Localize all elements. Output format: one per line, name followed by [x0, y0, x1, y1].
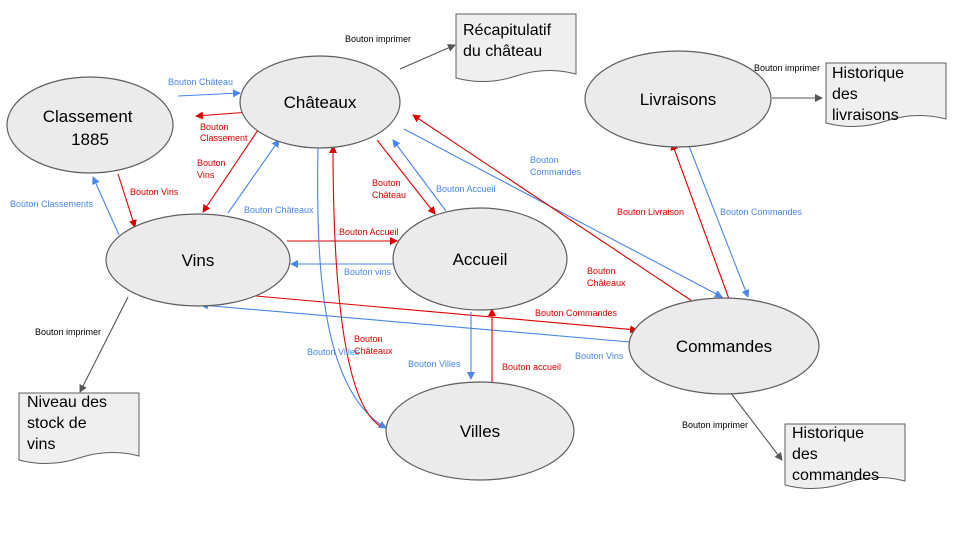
edge-vins-to-commandes: [255, 295, 638, 334]
node-vins-label: Vins: [182, 251, 215, 270]
label-vins-stock: Bouton imprimer: [35, 327, 101, 337]
edge-accueil-to-chateaux: [392, 139, 447, 212]
node-chateaux-label: Châteaux: [284, 93, 357, 112]
node-livraisons: Livraisons: [584, 50, 772, 148]
label-chateaux-to-accueil: Bouton Château: [372, 178, 406, 200]
label-commandes-to-chateaux: Bouton Châteaux: [587, 266, 626, 288]
label-chateaux-to-villes: Bouton Villes: [307, 347, 360, 357]
label-chateaux-to-vins: Bouton Vins: [197, 158, 228, 180]
node-accueil: Accueil: [392, 207, 568, 311]
doc-historique-livraisons: Historique des livraisons: [825, 62, 947, 127]
label-classement-to-chateaux: Bouton Château: [168, 77, 233, 87]
node-commandes: Commandes: [628, 297, 820, 395]
label-villes-to-chateaux: Bouton Châteaux: [354, 334, 393, 356]
edge-chateaux-recap: [399, 44, 456, 70]
node-livraisons-label: Livraisons: [640, 90, 717, 109]
label-villes-to-accueil: Bouton accueil: [502, 362, 561, 372]
label-chateaux-recap: Bouton imprimer: [345, 34, 411, 44]
edge-chateaux-to-villes: [317, 145, 387, 429]
node-accueil-label: Accueil: [453, 250, 508, 269]
label-commandes-historique: Bouton imprimer: [682, 420, 748, 430]
node-villes-label: Villes: [460, 422, 500, 441]
edge-classement-to-vins: [117, 173, 137, 228]
label-vins-to-accueil: Bouton Accueil: [339, 227, 399, 237]
node-classement-label: Classement 1885: [43, 107, 138, 149]
doc-historique-commandes: Historique des commandes: [784, 423, 906, 489]
svg-text:Niveau des stock de: Niveau des stock de vins: [27, 394, 112, 453]
label-accueil-to-vins: Bouton vins: [344, 267, 392, 277]
label-commandes-to-livraisons: Bouton Livraison: [617, 207, 684, 217]
edge-classement-to-chateaux: [177, 89, 241, 98]
label-classement-to-vins: Bouton Vins: [130, 187, 179, 197]
edge-vins-to-classement: [92, 176, 120, 236]
edge-chateaux-to-accueil: [376, 139, 436, 215]
node-vins: Vins: [105, 213, 291, 307]
edge-vins-to-chateaux: [227, 139, 280, 214]
label-vins-to-chateaux: Bouton Châteaux: [244, 205, 314, 215]
label-vins-to-classement: Bouton Classements: [10, 199, 94, 209]
edge-chateaux-to-commandes: [403, 128, 723, 298]
node-chateaux: Châteaux: [239, 55, 401, 149]
node-classement: Classement 1885: [6, 76, 174, 174]
svg-text:Historique des liv: Historique des livraisons: [832, 65, 908, 124]
label-chateaux-to-classement: Bouton Classement: [200, 122, 248, 143]
edge-chateaux-to-vins: [202, 129, 259, 213]
edge-chateaux-to-classement: [195, 111, 251, 120]
edge-livraisons-to-commandes: [688, 145, 750, 298]
label-vins-to-commandes: Bouton Commandes: [535, 308, 618, 318]
label-livraisons-to-commandes: Bouton Commandes: [720, 207, 803, 217]
node-commandes-label: Commandes: [676, 337, 772, 356]
label-accueil-to-chateaux: Bouton Accueil: [436, 184, 496, 194]
svg-text:Historique des com: Historique des commandes: [792, 425, 879, 484]
edge-commandes-to-chateaux: [412, 114, 696, 304]
label-livraisons-historique: Bouton imprimer: [754, 63, 820, 73]
label-commandes-to-vins: Bouton Vins: [575, 351, 624, 361]
doc-recapitulatif-chateau: Récapitulatif du château: [455, 13, 577, 82]
edge-commandes-to-livraisons: [670, 142, 730, 300]
edge-vins-stock: [79, 296, 129, 393]
edge-commandes-to-vins: [200, 301, 631, 343]
node-villes: Villes: [385, 381, 575, 481]
edge-villes-to-chateaux: [329, 145, 381, 427]
edge-commandes-historique: [729, 391, 783, 461]
svg-text:Récapitulatif du château: Récapitulatif du château: [463, 22, 556, 60]
label-chateaux-to-commandes: Bouton Commandes: [530, 155, 582, 177]
doc-niveau-stock-vins: Niveau des stock de vins: [18, 392, 140, 464]
label-accueil-to-villes: Bouton Villes: [408, 359, 461, 369]
